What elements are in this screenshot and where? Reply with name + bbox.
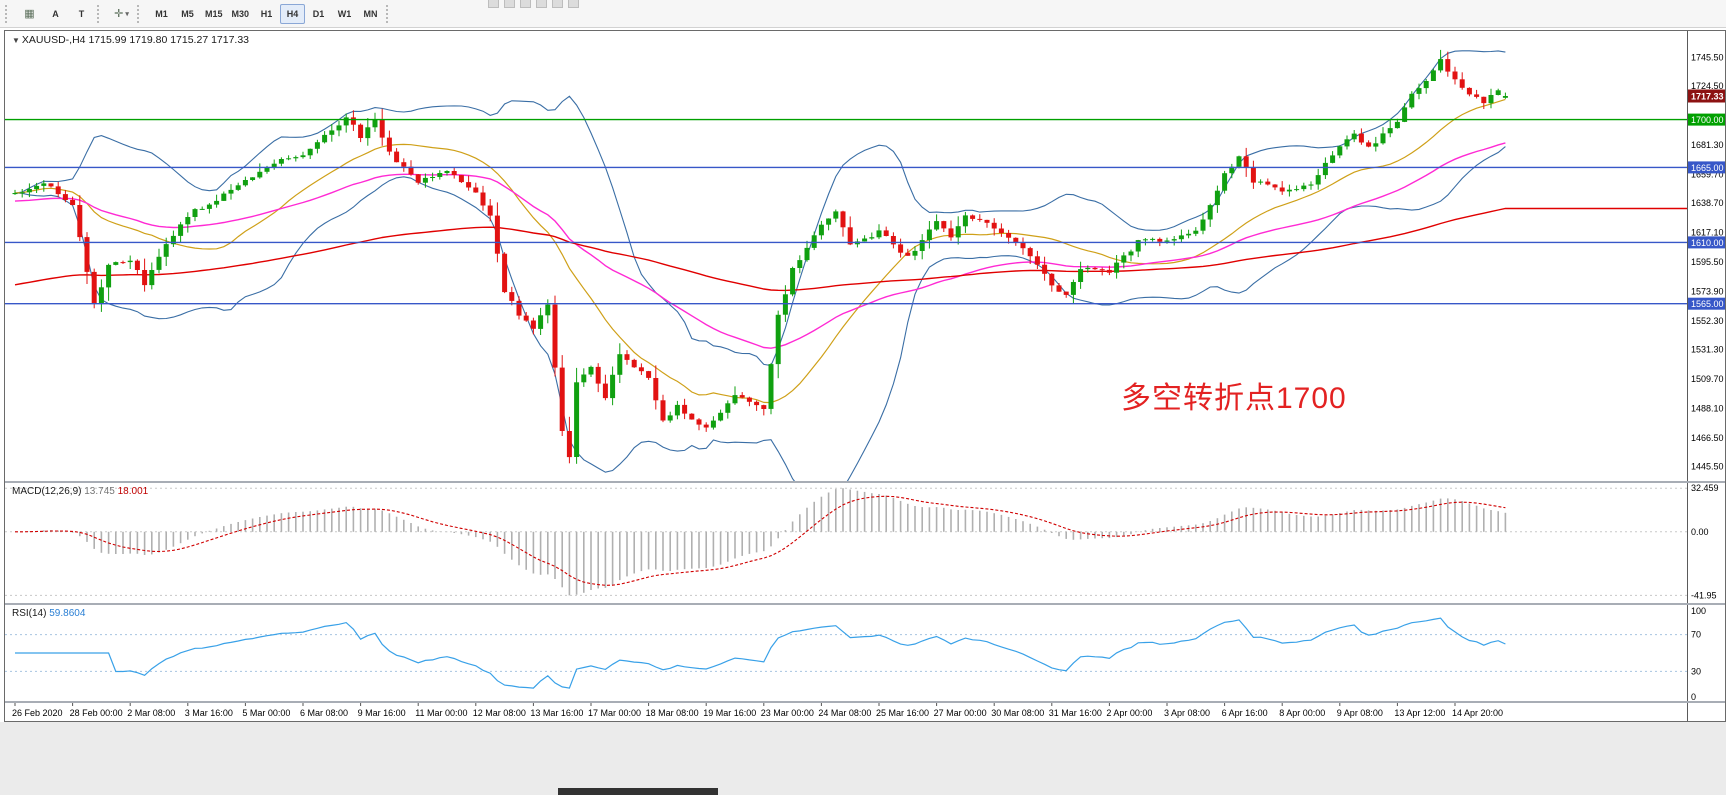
svg-text:12 Mar 08:00: 12 Mar 08:00: [473, 708, 526, 718]
level-price-badge: 1665.00: [1688, 161, 1725, 174]
timeframe-button-m15[interactable]: M15: [201, 4, 227, 24]
svg-text:8 Apr 00:00: 8 Apr 00:00: [1279, 708, 1325, 718]
candles-layer: [12, 49, 1508, 464]
charts-grid-button[interactable]: ▦: [17, 4, 42, 24]
toolbar: ▦ A T ✛ ▾ M1 M5 M15 M30 H1 H4 D1 W1 MN: [0, 0, 1726, 28]
panel-splitter[interactable]: [5, 701, 1725, 703]
svg-text:1445.50: 1445.50: [1691, 462, 1724, 472]
svg-text:25 Mar 16:00: 25 Mar 16:00: [876, 708, 929, 718]
svg-text:13 Mar 16:00: 13 Mar 16:00: [530, 708, 583, 718]
main-chart-panel[interactable]: 1745.50 1724.50 1681.30 1659.70 1638.70 1617.…: [5, 31, 1725, 481]
svg-text:1681.30: 1681.30: [1691, 140, 1724, 150]
toolbar-grip[interactable]: [386, 4, 393, 23]
svg-text:9 Mar 16:00: 9 Mar 16:00: [358, 708, 406, 718]
svg-text:1638.70: 1638.70: [1691, 198, 1724, 208]
svg-text:9 Apr 08:00: 9 Apr 08:00: [1337, 708, 1383, 718]
svg-text:0: 0: [1691, 692, 1696, 701]
svg-text:1717.33: 1717.33: [1691, 92, 1724, 102]
svg-text:28 Feb 00:00: 28 Feb 00:00: [70, 708, 123, 718]
rsi-line: [15, 617, 1506, 689]
svg-text:13 Apr 12:00: 13 Apr 12:00: [1394, 708, 1445, 718]
timeframe-button-h1[interactable]: H1: [254, 4, 279, 24]
svg-text:18 Mar 08:00: 18 Mar 08:00: [646, 708, 699, 718]
svg-text:27 Mar 00:00: 27 Mar 00:00: [934, 708, 987, 718]
bollinger-upper-line: [14, 50, 1506, 367]
svg-text:0.00: 0.00: [1691, 527, 1709, 537]
level-price-badge: 1610.00: [1688, 236, 1725, 249]
svg-text:30: 30: [1691, 666, 1701, 676]
svg-text:6 Mar 08:00: 6 Mar 08:00: [300, 708, 348, 718]
svg-text:17 Mar 00:00: 17 Mar 00:00: [588, 708, 641, 718]
svg-text:100: 100: [1691, 606, 1706, 616]
svg-text:26 Feb 2020: 26 Feb 2020: [12, 708, 63, 718]
chevron-down-icon: ▾: [125, 10, 129, 18]
svg-text:14 Apr 20:00: 14 Apr 20:00: [1452, 708, 1503, 718]
svg-text:30 Mar 08:00: 30 Mar 08:00: [991, 708, 1044, 718]
svg-text:-41.95: -41.95: [1691, 590, 1717, 600]
svg-text:32.459: 32.459: [1691, 483, 1719, 493]
timeframe-button-m30[interactable]: M30: [228, 4, 254, 24]
timeframe-button-d1[interactable]: D1: [306, 4, 331, 24]
svg-text:1700.00: 1700.00: [1691, 115, 1724, 125]
timeframe-button-mn[interactable]: MN: [358, 4, 383, 24]
svg-text:1509.70: 1509.70: [1691, 374, 1724, 384]
charts-grid-icon: ▦: [24, 8, 35, 20]
timeframe-button-h4[interactable]: H4: [280, 3, 306, 24]
svg-text:1565.00: 1565.00: [1691, 299, 1724, 309]
svg-text:1552.30: 1552.30: [1691, 316, 1724, 326]
crosshair-tool-button[interactable]: ✛ ▾: [109, 4, 134, 24]
svg-text:1724.50: 1724.50: [1691, 81, 1724, 91]
svg-text:1659.70: 1659.70: [1691, 170, 1724, 180]
svg-text:1595.50: 1595.50: [1691, 257, 1724, 267]
toolbar-grip[interactable]: [5, 4, 12, 23]
level-price-badge: 1565.00: [1688, 297, 1725, 310]
level-price-badge: 1700.00: [1688, 113, 1725, 126]
svg-text:6 Apr 16:00: 6 Apr 16:00: [1222, 708, 1268, 718]
svg-text:2 Mar 08:00: 2 Mar 08:00: [127, 708, 175, 718]
svg-text:23 Mar 00:00: 23 Mar 00:00: [761, 708, 814, 718]
svg-text:1573.90: 1573.90: [1691, 287, 1724, 297]
panel-splitter[interactable]: [5, 603, 1725, 605]
macd-signal-line: [15, 495, 1506, 586]
rsi-panel[interactable]: 100 70 30 0: [5, 605, 1725, 701]
timeframe-button-m1[interactable]: M1: [149, 4, 174, 24]
svg-text:1665.00: 1665.00: [1691, 163, 1724, 173]
footer-area: [0, 722, 1726, 795]
clipped-window-icons: [488, 0, 579, 9]
text-tool-button[interactable]: A: [43, 4, 68, 24]
timeframe-button-m5[interactable]: M5: [175, 4, 200, 24]
panel-splitter[interactable]: [5, 481, 1725, 483]
svg-text:1610.00: 1610.00: [1691, 238, 1724, 248]
svg-text:1745.50: 1745.50: [1691, 53, 1724, 63]
current-price-badge: 1717.33: [1688, 89, 1725, 103]
timeframe-button-w1[interactable]: W1: [332, 4, 357, 24]
svg-text:70: 70: [1691, 630, 1701, 640]
ma-mid-line: [14, 142, 1506, 349]
macd-panel[interactable]: 32.459 0.00 -41.95: [5, 483, 1725, 603]
svg-text:1488.10: 1488.10: [1691, 404, 1724, 414]
crosshair-icon: ✛: [114, 8, 124, 20]
bollinger-lower-line: [14, 146, 1506, 481]
svg-text:3 Mar 16:00: 3 Mar 16:00: [185, 708, 233, 718]
chart-window: 1745.50 1724.50 1681.30 1659.70 1638.70 1617.…: [4, 30, 1726, 722]
ma-slow-line: [14, 207, 1687, 292]
svg-text:1466.50: 1466.50: [1691, 433, 1724, 443]
svg-text:11 Mar 00:00: 11 Mar 00:00: [415, 708, 467, 718]
svg-text:5 Mar 00:00: 5 Mar 00:00: [242, 708, 290, 718]
taskbar-fragment: [558, 788, 718, 795]
text-label-tool-button[interactable]: T: [69, 4, 94, 24]
ma-fast-line: [14, 98, 1506, 404]
svg-text:1531.30: 1531.30: [1691, 345, 1724, 355]
toolbar-grip[interactable]: [137, 4, 144, 23]
toolbar-grip[interactable]: [97, 4, 104, 23]
svg-text:31 Mar 16:00: 31 Mar 16:00: [1049, 708, 1102, 718]
svg-text:3 Apr 08:00: 3 Apr 08:00: [1164, 708, 1210, 718]
svg-text:19 Mar 16:00: 19 Mar 16:00: [703, 708, 756, 718]
svg-text:24 Mar 08:00: 24 Mar 08:00: [818, 708, 871, 718]
time-axis[interactable]: 26 Feb 2020 28 Feb 00:00 2 Mar 08:00 3 Mar …: [5, 703, 1725, 721]
svg-text:1617.10: 1617.10: [1691, 228, 1724, 238]
svg-text:2 Apr 00:00: 2 Apr 00:00: [1106, 708, 1152, 718]
